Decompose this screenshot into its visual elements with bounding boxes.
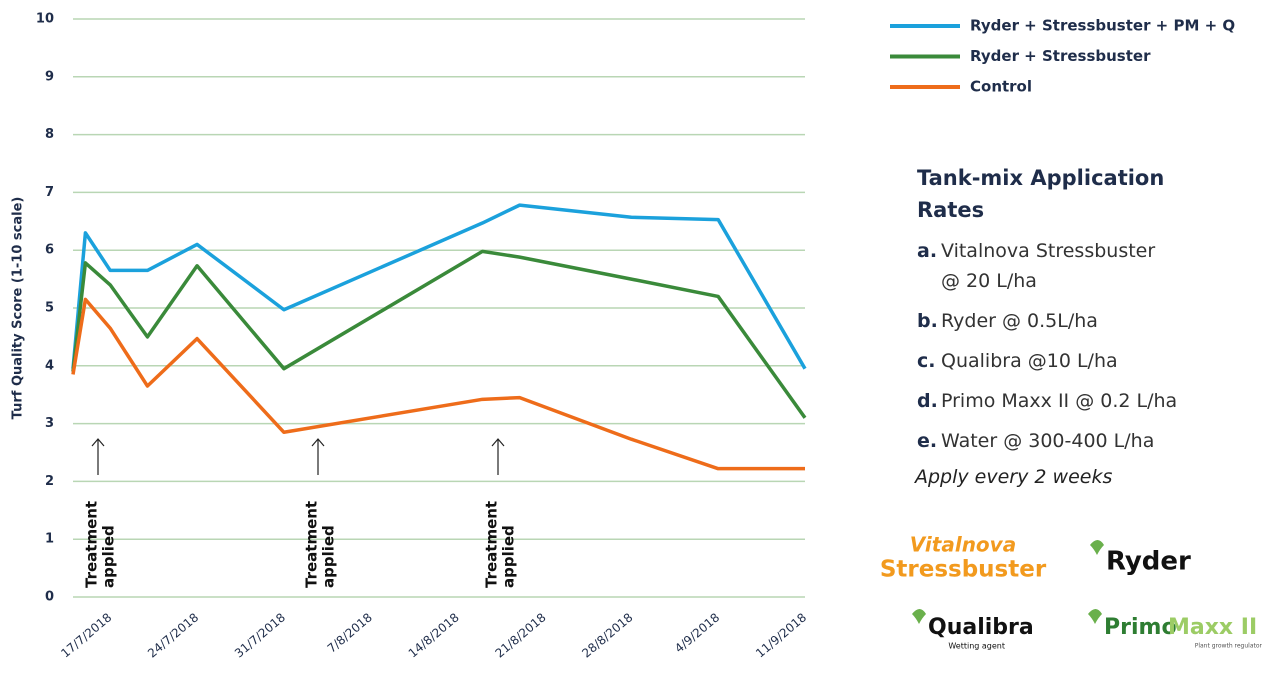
x-tick-label: 7/8/2018 <box>325 610 375 655</box>
arrow-head <box>311 438 325 447</box>
item-letter: b. <box>917 310 938 332</box>
annotation: applied <box>320 525 338 588</box>
logo-icon <box>1090 540 1104 555</box>
annotation: applied <box>500 525 518 588</box>
logo-text: Wetting agent <box>948 642 1005 651</box>
logo-text: Primo <box>1104 615 1177 640</box>
x-tick-label: 17/7/2018 <box>58 610 114 660</box>
item-letter: d. <box>917 390 938 412</box>
y-axis-label: Turf Quality Score (1-10 scale) <box>11 197 26 420</box>
series-line <box>71 203 807 370</box>
item-letter: a. <box>917 240 938 262</box>
x-tick-label: 24/7/2018 <box>145 610 201 660</box>
legend-label: Ryder + Stressbuster <box>970 47 1151 65</box>
rate-item: c. Qualibra @10 L/ha <box>917 346 1257 376</box>
arrow-head <box>91 438 105 447</box>
x-tick-label: 4/9/2018 <box>672 610 722 655</box>
annotation: Treatment <box>303 501 321 588</box>
logo-text: Stressbuster <box>880 557 1047 583</box>
x-tick-label: 14/8/2018 <box>406 610 462 660</box>
arrow-head <box>491 438 505 447</box>
logo-text: Vitalnova <box>910 533 1016 557</box>
legend-label: Control <box>970 78 1032 96</box>
y-tick-label: 2 <box>45 474 54 489</box>
logo-text: Maxx II <box>1168 615 1257 640</box>
x-tick-label: 21/8/2018 <box>493 610 549 660</box>
x-tick-label: 31/7/2018 <box>232 610 288 660</box>
annotation: applied <box>100 525 118 588</box>
y-tick-label: 5 <box>45 301 54 316</box>
rates-panel: Tank-mix Application Rates a. Vitalnova S… <box>915 162 1257 488</box>
item-letter: c. <box>917 350 936 372</box>
logos: Vitalnova Stressbuster Ryder Qualibra We… <box>880 533 1263 651</box>
logo-text: Ryder <box>1106 547 1191 577</box>
annotation: Treatment <box>483 501 501 588</box>
y-tick-label: 0 <box>45 590 54 605</box>
y-tick-label: 1 <box>45 532 54 547</box>
annotation: Treatment <box>83 501 101 588</box>
item-text: Qualibra @10 L/ha <box>941 350 1118 372</box>
rate-item: b. Ryder @ 0.5L/ha <box>917 306 1257 336</box>
y-tick-label: 10 <box>36 12 54 27</box>
panel-title: Tank-mix Application Rates <box>917 166 1165 222</box>
y-tick-label: 7 <box>45 185 54 200</box>
y-tick-label: 4 <box>45 358 54 373</box>
item-letter: e. <box>917 430 938 452</box>
item-list: a. Vitalnova Stressbuster @ 20 L/ha b. Ryde… <box>917 236 1257 456</box>
series-line <box>71 297 805 471</box>
rate-item: a. Vitalnova Stressbuster @ 20 L/ha <box>917 236 1257 296</box>
item-text: Water @ 300-400 L/ha <box>941 430 1155 452</box>
x-tick-label: 28/8/2018 <box>579 610 635 660</box>
x-tick-label: 11/9/2018 <box>753 610 809 660</box>
logo-text: Qualibra <box>928 615 1034 640</box>
legend-label: Ryder + Stressbuster + PM + Q <box>970 17 1235 35</box>
rate-item: d. Primo Maxx II @ 0.2 L/ha <box>917 386 1257 416</box>
series-line <box>71 249 807 419</box>
item-text: Vitalnova Stressbuster @ 20 L/ha <box>941 240 1156 292</box>
rate-item: e. Water @ 300-400 L/ha <box>917 426 1257 456</box>
item-text: Primo Maxx II @ 0.2 L/ha <box>941 390 1178 412</box>
y-tick-label: 3 <box>45 416 54 431</box>
logo-icon <box>1088 609 1102 624</box>
panel-note: Apply every 2 weeks <box>915 466 1113 488</box>
y-tick-label: 6 <box>45 243 54 258</box>
y-tick-label: 8 <box>45 127 54 142</box>
y-tick-label: 9 <box>45 69 54 84</box>
logo-text: Plant growth regulator <box>1195 643 1263 650</box>
item-text: Ryder @ 0.5L/ha <box>941 310 1098 332</box>
logo-icon <box>912 609 926 624</box>
